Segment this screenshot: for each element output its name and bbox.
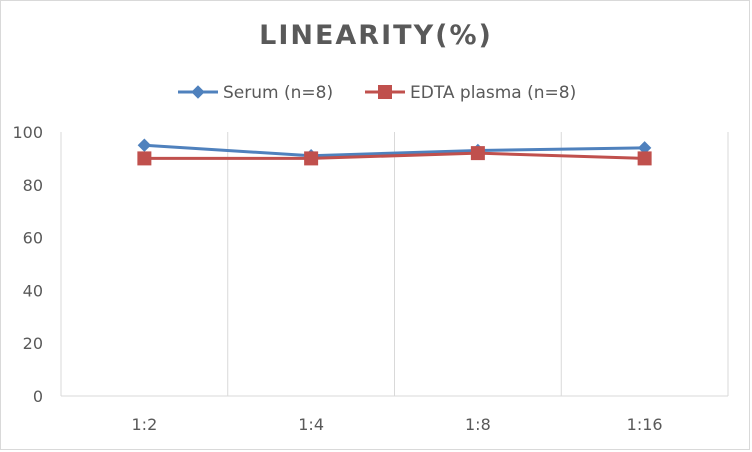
y-tick-label: 40 (23, 281, 43, 300)
series-line (144, 143, 645, 158)
legend-label: Serum (n=8) (223, 83, 333, 103)
legend-label: EDTA plasma (n=8) (410, 83, 576, 103)
y-tick-label: 80 (23, 176, 43, 195)
x-tick-label: 1:8 (465, 415, 491, 434)
grid-layer (60, 132, 729, 396)
data-point-marker (137, 151, 152, 166)
legend: Serum (n=8) EDTA plasma (n=8) (178, 83, 576, 103)
data-point-marker (637, 151, 652, 166)
y-tick-label: 60 (23, 229, 43, 248)
y-tick-label: 100 (12, 123, 43, 142)
series-layer (137, 138, 652, 166)
y-tick-label: 0 (33, 387, 43, 406)
x-tick-label: 1:4 (298, 415, 324, 434)
legend-marker-icon (378, 85, 392, 99)
x-tick-label: 1:2 (132, 415, 158, 434)
data-point-marker (137, 138, 152, 152)
data-point-marker (470, 146, 485, 161)
legend-marker-icon (191, 85, 205, 99)
x-tick-label: 1:16 (627, 415, 663, 434)
legend-item: Serum (n=8) (178, 83, 333, 103)
series-line (144, 151, 645, 160)
chart-title: LINEARITY(%) (259, 20, 493, 51)
axis-layer: 0 20 40 60 80 100 1:2 1:4 1:8 1:16 (12, 123, 728, 434)
series-edta-plasma (137, 146, 652, 166)
legend-item: EDTA plasma (n=8) (365, 83, 576, 103)
y-tick-label: 20 (23, 334, 43, 353)
data-point-marker (304, 151, 319, 166)
